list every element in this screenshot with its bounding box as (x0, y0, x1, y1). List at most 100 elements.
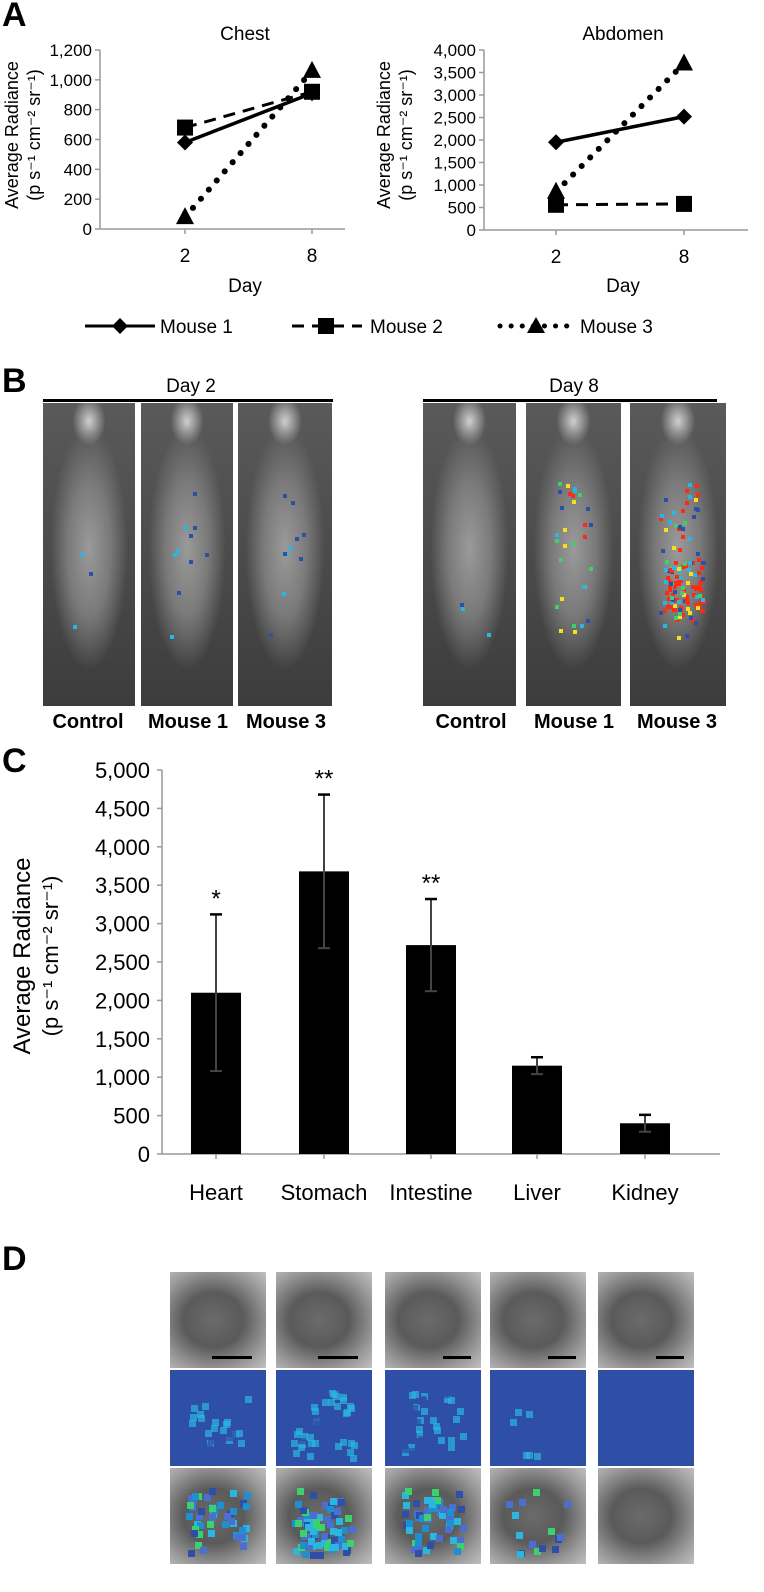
signal-pixel (515, 1409, 523, 1417)
signal-pixel (557, 1534, 565, 1542)
signal-pixel (350, 1442, 358, 1450)
signal-pixel (667, 588, 672, 593)
signal-pixel (694, 594, 699, 599)
signal-pixel (692, 592, 697, 597)
organ-heart-luminescence (170, 1370, 266, 1466)
signal-pixel (410, 1545, 418, 1553)
chest-series-line-mouse2 (184, 90, 313, 130)
organ-ytick-label: 500 (113, 1104, 150, 1129)
signal-pixel (330, 1498, 338, 1506)
organ-category-label-intestine: Intestine (389, 1180, 472, 1205)
signal-pixel (321, 1431, 329, 1439)
signal-pixel (323, 1515, 331, 1523)
signal-pixel (411, 1404, 419, 1412)
signal-pixel (337, 1535, 345, 1543)
day8-bar (423, 399, 717, 402)
signal-pixel (312, 1518, 320, 1526)
signal-pixel (334, 1507, 342, 1515)
day8-caption-mouse1: Mouse 1 (533, 711, 615, 733)
signal-pixel (682, 521, 687, 526)
signal-pixel (665, 605, 670, 610)
signal-pixel (295, 1427, 303, 1435)
day2-image-mouse1 (141, 403, 233, 706)
chest-ytick-label: 600 (64, 131, 92, 150)
signal-pixel (661, 548, 666, 553)
signal-pixel (333, 1414, 341, 1422)
signal-pixel (572, 499, 577, 504)
signal-pixel (586, 506, 591, 511)
signal-pixel (292, 1391, 299, 1399)
signal-pixel (281, 592, 286, 597)
signal-pixel (457, 1449, 465, 1457)
signal-pixel (295, 1520, 303, 1528)
signal-pixel (415, 1425, 423, 1433)
signal-pixel (571, 624, 576, 629)
signal-pixel (187, 1501, 195, 1509)
chest-series-line-mouse1 (184, 91, 313, 145)
signal-pixel (686, 607, 690, 612)
signal-pixel (696, 558, 701, 563)
signal-pixel (188, 1419, 196, 1427)
signal-pixel (693, 603, 698, 608)
panel-letter-d: D (2, 1240, 27, 1278)
abdomen-series-line-mouse3 (553, 60, 687, 195)
day2-image-mouse3 (238, 403, 332, 706)
signal-pixel (411, 1409, 419, 1417)
signal-pixel (307, 1439, 315, 1447)
signal-pixel (192, 1526, 200, 1534)
signal-pixel (331, 1544, 339, 1552)
signal-pixel (682, 588, 687, 593)
signal-pixel (421, 1525, 429, 1532)
signal-pixel (690, 561, 695, 566)
signal-pixel (566, 483, 571, 488)
signal-pixel (400, 1395, 408, 1403)
signal-pixel (295, 1500, 303, 1508)
signal-pixel (694, 584, 699, 589)
signal-pixel (509, 1419, 517, 1427)
signal-pixel (318, 1524, 326, 1532)
day8-caption-mouse3: Mouse 3 (636, 711, 718, 733)
signal-pixel (666, 579, 671, 584)
organ-ytick-label: 2,500 (95, 950, 150, 975)
signal-pixel (216, 1502, 224, 1510)
signal-pixel (699, 587, 704, 592)
organ-intestine-overlay (385, 1468, 481, 1564)
signal-pixel (547, 1528, 555, 1536)
signal-pixel (339, 1438, 347, 1446)
signal-pixel (697, 585, 702, 590)
signal-pixel (516, 1550, 524, 1558)
signal-pixel (664, 568, 669, 573)
signal-pixel (198, 1508, 206, 1516)
signal-pixel (420, 1408, 428, 1416)
signal-pixel (299, 557, 304, 562)
signal-pixel (563, 528, 568, 533)
chest-ytick-label: 1,200 (49, 41, 92, 60)
signal-pixel (321, 1539, 329, 1547)
abdomen-chart-title: Abdomen (582, 24, 663, 45)
significance-marker-stomach: ** (315, 766, 334, 793)
organ-ytick-label: 1,000 (95, 1065, 150, 1090)
chest-chart-title: Chest (220, 24, 270, 45)
signal-pixel (238, 1527, 246, 1535)
organ-stomach-overlay (276, 1468, 372, 1564)
signal-pixel (506, 1412, 514, 1420)
organ-stomach-photo (276, 1272, 372, 1368)
signal-pixel (663, 579, 668, 584)
signal-pixel (340, 1543, 348, 1551)
signal-pixel (234, 1533, 242, 1541)
day2-bar (43, 399, 333, 402)
signal-pixel (684, 599, 689, 604)
signal-pixel (685, 501, 690, 505)
signal-pixel (326, 1506, 334, 1514)
signal-pixel (316, 1551, 324, 1559)
signal-pixel (511, 1415, 519, 1423)
abdomen-xtick-label: 8 (679, 247, 690, 268)
signal-pixel (203, 1494, 211, 1502)
signal-pixel (678, 575, 683, 580)
signal-pixel (682, 598, 687, 603)
signal-pixel (662, 608, 667, 613)
signal-pixel (291, 1440, 299, 1448)
signal-pixel (662, 600, 667, 605)
signal-pixel (555, 1434, 563, 1442)
signal-pixel (678, 615, 683, 620)
